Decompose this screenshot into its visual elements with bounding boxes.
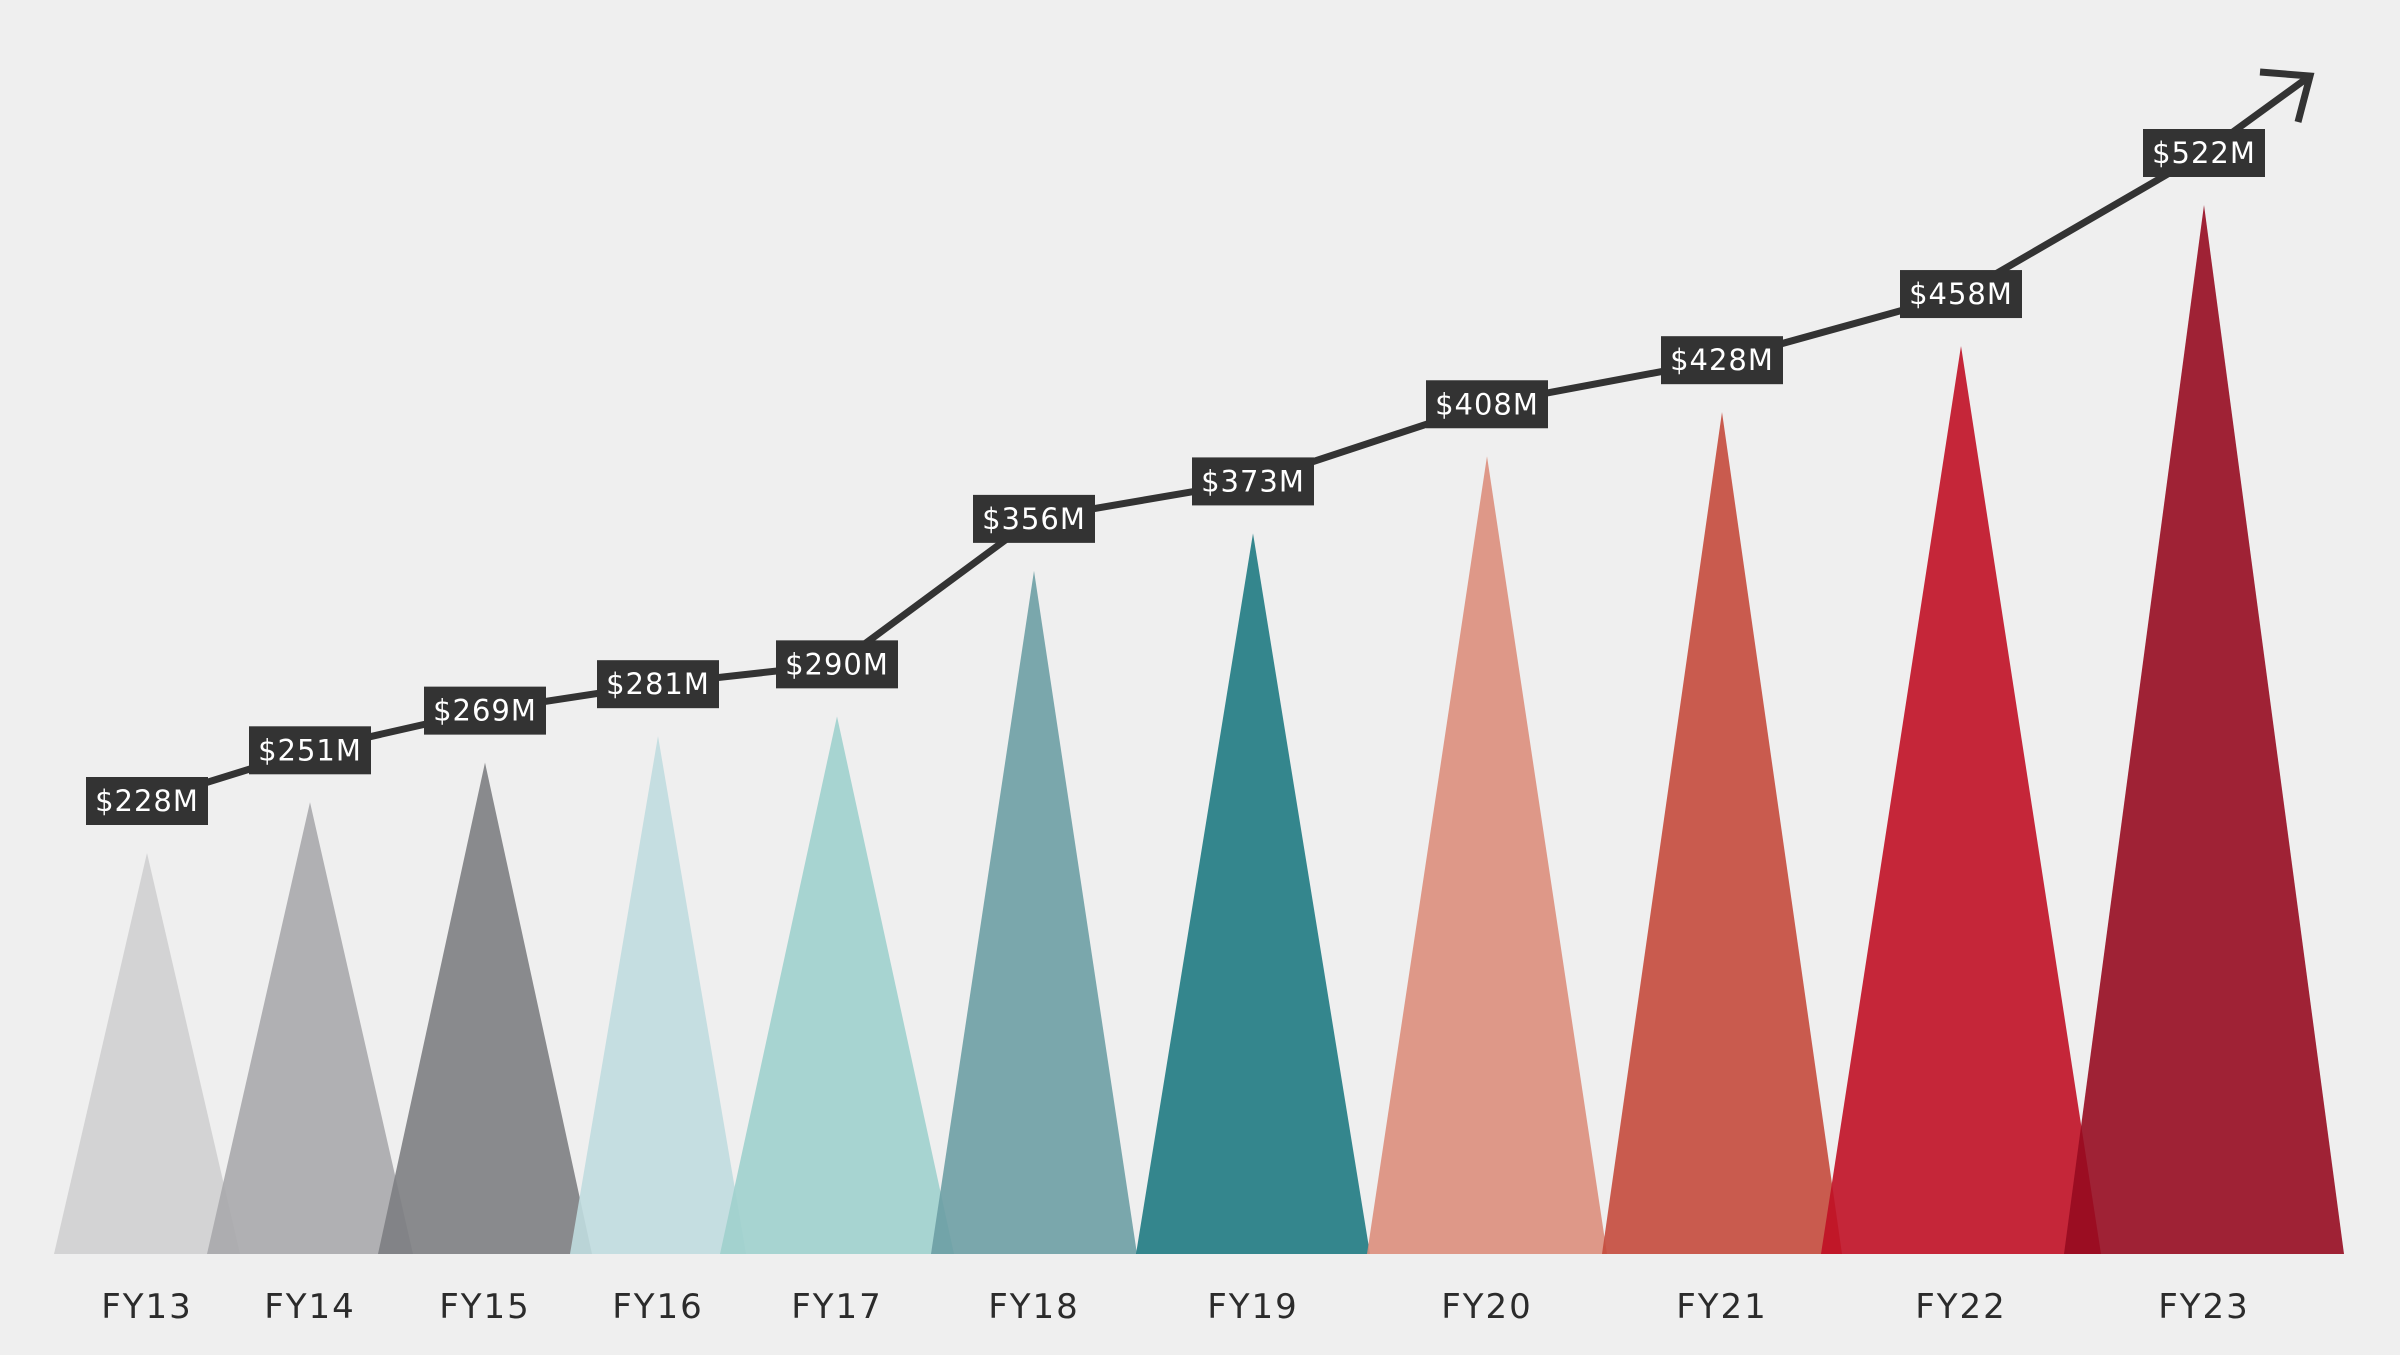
- x-tick-label-fy22: FY22: [1915, 1287, 2007, 1327]
- triangle-fy15: [378, 762, 592, 1254]
- data-label-box-fy16: [597, 660, 719, 709]
- data-label-fy17: $290M: [785, 647, 889, 681]
- x-tick-label-fy19: FY19: [1207, 1287, 1299, 1327]
- triangle-fy13: [54, 853, 240, 1254]
- triangle-fy17: [720, 716, 954, 1254]
- data-label-box-fy21: [1661, 336, 1783, 385]
- trend-arrow-head: [2259, 68, 2315, 123]
- triangle-fy22: [1821, 346, 2101, 1254]
- triangle-fy19: [1136, 533, 1370, 1254]
- triangle-fy16: [570, 736, 746, 1254]
- data-label-fy20: $408M: [1435, 387, 1539, 421]
- triangle-fy14: [207, 802, 413, 1254]
- x-tick-label-fy23: FY23: [2158, 1287, 2250, 1327]
- data-label-box-fy23: [2143, 129, 2265, 177]
- data-label-fy13: $228M: [95, 784, 199, 818]
- x-tick-label-fy13: FY13: [101, 1287, 193, 1327]
- data-label-fy22: $458M: [1909, 277, 2013, 311]
- data-label-fy16: $281M: [606, 667, 710, 701]
- x-tick-label-fy14: FY14: [264, 1287, 356, 1327]
- x-tick-label-fy18: FY18: [988, 1287, 1080, 1327]
- data-label-fy23: $522M: [2152, 136, 2256, 170]
- data-label-box-fy18: [973, 494, 1095, 543]
- data-label-box-fy22: [1900, 270, 2022, 319]
- data-label-box-fy20: [1426, 380, 1548, 429]
- triangle-fy18: [931, 570, 1137, 1254]
- triangle-fy20: [1367, 456, 1607, 1254]
- data-label-box-fy13: [86, 777, 208, 825]
- x-tick-label-fy20: FY20: [1441, 1287, 1533, 1327]
- data-label-fy15: $269M: [433, 694, 537, 728]
- triangle-fy21: [1602, 412, 1842, 1254]
- data-label-box-fy14: [249, 726, 371, 775]
- x-tick-label-fy15: FY15: [439, 1287, 531, 1327]
- data-label-fy19: $373M: [1201, 464, 1305, 498]
- data-label-box-fy19: [1192, 457, 1314, 506]
- data-label-fy18: $356M: [982, 502, 1086, 536]
- x-tick-label-fy17: FY17: [791, 1287, 883, 1327]
- data-label-fy21: $428M: [1670, 343, 1774, 377]
- data-label-fy14: $251M: [258, 733, 362, 767]
- data-label-box-fy15: [424, 686, 546, 735]
- data-label-box-fy17: [776, 640, 898, 689]
- x-tick-label-fy21: FY21: [1676, 1287, 1768, 1327]
- triangle-fy23: [2064, 205, 2344, 1254]
- x-tick-label-fy16: FY16: [612, 1287, 704, 1327]
